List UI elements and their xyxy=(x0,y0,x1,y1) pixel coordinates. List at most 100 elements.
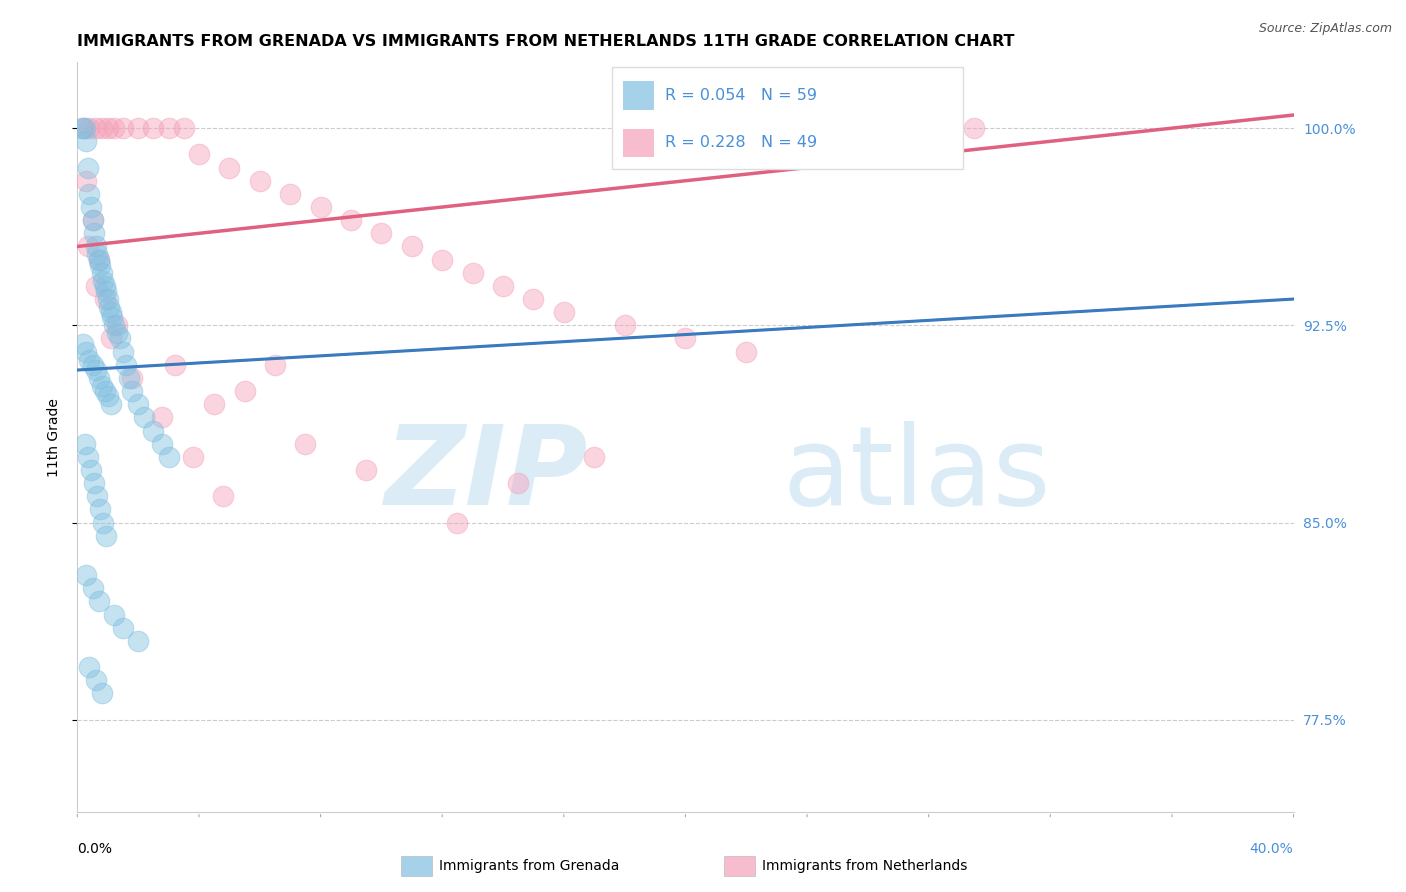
Point xyxy=(100,331,122,345)
Point xyxy=(84,121,107,136)
Point xyxy=(249,174,271,188)
Point xyxy=(72,336,94,351)
Point xyxy=(108,331,131,345)
Point xyxy=(87,252,110,267)
Point xyxy=(121,371,143,385)
Point xyxy=(91,516,114,530)
Point xyxy=(370,227,392,241)
Point xyxy=(492,279,515,293)
Point xyxy=(75,174,97,188)
Point xyxy=(152,436,174,450)
Point xyxy=(77,450,100,464)
Point xyxy=(583,450,606,464)
Point xyxy=(77,161,100,175)
Point xyxy=(93,384,115,398)
Point xyxy=(89,502,111,516)
Point xyxy=(86,247,108,261)
Point xyxy=(77,239,100,253)
Point xyxy=(212,489,235,503)
Point xyxy=(111,344,134,359)
Point xyxy=(127,397,149,411)
Point xyxy=(675,331,697,345)
Point xyxy=(75,134,97,148)
Point xyxy=(84,239,107,253)
Point xyxy=(613,318,636,333)
Point xyxy=(70,121,93,136)
Point xyxy=(90,266,112,280)
Point xyxy=(163,358,186,372)
Point xyxy=(90,379,112,393)
Point xyxy=(111,121,134,136)
Point xyxy=(91,274,114,288)
Point xyxy=(97,292,120,306)
Point xyxy=(340,213,363,227)
Point xyxy=(73,436,96,450)
Point xyxy=(79,660,101,674)
Point xyxy=(82,358,104,372)
Point xyxy=(100,397,122,411)
Point xyxy=(181,450,204,464)
Point xyxy=(103,607,125,622)
Point xyxy=(80,463,103,477)
Point xyxy=(264,358,287,372)
Point xyxy=(84,279,107,293)
Point xyxy=(461,266,484,280)
Point xyxy=(82,213,104,227)
Point xyxy=(97,389,120,403)
Point xyxy=(142,121,165,136)
Point xyxy=(735,344,758,359)
Point xyxy=(82,581,104,595)
Text: R = 0.054   N = 59: R = 0.054 N = 59 xyxy=(665,88,817,103)
Point xyxy=(75,568,97,582)
Text: atlas: atlas xyxy=(783,421,1052,528)
Point xyxy=(100,305,122,319)
Point xyxy=(294,436,316,450)
Point xyxy=(80,200,103,214)
Point xyxy=(93,279,115,293)
Text: R = 0.228   N = 49: R = 0.228 N = 49 xyxy=(665,136,817,151)
Point xyxy=(75,344,97,359)
Point xyxy=(89,258,111,272)
Point xyxy=(72,121,94,136)
Point xyxy=(105,326,128,341)
Text: ZIP: ZIP xyxy=(385,421,588,528)
Point xyxy=(90,121,112,136)
Point xyxy=(134,410,156,425)
Point xyxy=(79,352,101,367)
Point xyxy=(83,227,105,241)
Point xyxy=(508,476,530,491)
Text: IMMIGRANTS FROM GRENADA VS IMMIGRANTS FROM NETHERLANDS 11TH GRADE CORRELATION CH: IMMIGRANTS FROM GRENADA VS IMMIGRANTS FR… xyxy=(77,34,1015,49)
Point xyxy=(157,450,180,464)
Point xyxy=(87,252,110,267)
Point xyxy=(127,633,149,648)
Point xyxy=(87,594,110,608)
Point xyxy=(401,239,423,253)
Text: 0.0%: 0.0% xyxy=(77,842,112,856)
Point xyxy=(233,384,256,398)
Point xyxy=(446,516,468,530)
Point xyxy=(127,121,149,136)
Point xyxy=(142,424,165,438)
Point xyxy=(309,200,332,214)
Point xyxy=(82,213,104,227)
Point xyxy=(115,358,138,372)
Point xyxy=(93,292,115,306)
Point xyxy=(157,121,180,136)
Point xyxy=(103,121,125,136)
Point xyxy=(105,318,128,333)
Point xyxy=(111,621,134,635)
Text: 40.0%: 40.0% xyxy=(1250,842,1294,856)
Point xyxy=(152,410,174,425)
Point xyxy=(522,292,544,306)
Text: Source: ZipAtlas.com: Source: ZipAtlas.com xyxy=(1258,22,1392,36)
Point xyxy=(354,463,377,477)
Point xyxy=(96,284,118,298)
Point xyxy=(218,161,240,175)
Point xyxy=(103,318,125,333)
Point xyxy=(86,489,108,503)
Point xyxy=(84,673,107,688)
Point xyxy=(553,305,575,319)
Point xyxy=(98,300,121,314)
Point xyxy=(84,363,107,377)
Text: Immigrants from Grenada: Immigrants from Grenada xyxy=(439,859,619,873)
